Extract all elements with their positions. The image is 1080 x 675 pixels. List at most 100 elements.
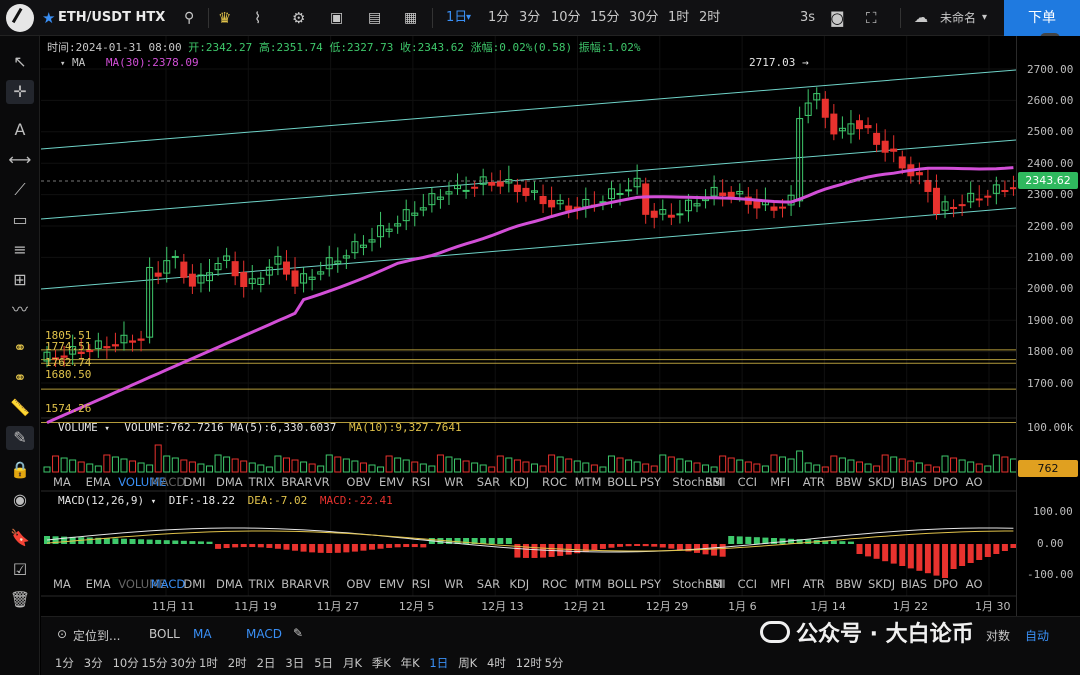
indicator-tab-bbw[interactable]: BBW xyxy=(835,577,863,591)
chart-canvas[interactable] xyxy=(41,36,1016,616)
crosshair-icon[interactable]: ✛ xyxy=(6,80,34,104)
symbol-name[interactable]: ETH/USDT HTX xyxy=(58,10,166,25)
indicator-icon[interactable]: ⌇ xyxy=(254,9,262,27)
interval-2h[interactable]: 2时 xyxy=(699,10,721,25)
interval-1m[interactable]: 1分 xyxy=(488,10,510,25)
indicator-tab-mtm[interactable]: MTM xyxy=(574,577,602,591)
indicator-tab-dma[interactable]: DMA xyxy=(216,475,243,489)
indicator-tab-mfi[interactable]: MFI xyxy=(770,475,791,489)
screenshot-icon[interactable]: ▤ xyxy=(368,10,382,26)
place-order-button[interactable]: 下单 xyxy=(1004,0,1080,36)
parallel-channel-icon[interactable]: ≡ xyxy=(13,240,27,259)
auto-scale-toggle[interactable]: 自动 xyxy=(1025,629,1050,643)
refresh-rate[interactable]: 3s xyxy=(800,10,816,25)
indicator-tab-emv[interactable]: EMV xyxy=(379,577,405,591)
period-button[interactable]: 1分 xyxy=(55,656,74,670)
macd-label[interactable]: MACD(12,26,9) xyxy=(58,494,145,507)
period-button[interactable]: 1时 xyxy=(199,656,218,670)
indicator-tab-sar[interactable]: SAR xyxy=(476,577,501,591)
period-button[interactable]: 周K xyxy=(458,656,478,670)
indicator-tab-ao[interactable]: AO xyxy=(965,577,983,591)
period-button[interactable]: 10分 xyxy=(112,656,139,670)
locate-button[interactable]: 定位到... xyxy=(73,629,121,643)
indicator-tab-vr[interactable]: VR xyxy=(313,475,330,489)
indicator-tab-trix[interactable]: TRIX xyxy=(248,475,275,489)
settings-gear-icon[interactable]: ⚙ xyxy=(292,9,306,27)
trend-line-icon[interactable]: ⟋ xyxy=(14,180,26,199)
log-scale-toggle[interactable]: 对数 xyxy=(986,629,1011,643)
indicator-tab-bias[interactable]: BIAS xyxy=(900,475,928,489)
period-button[interactable]: 30分 xyxy=(170,656,197,670)
period-button[interactable]: 15分 xyxy=(141,656,168,670)
location-pin-icon[interactable]: ⊙ xyxy=(57,627,68,641)
indicator-tab-bbw[interactable]: BBW xyxy=(835,475,863,489)
indicator-tab-roc[interactable]: ROC xyxy=(542,577,568,591)
price-axis[interactable] xyxy=(1016,36,1080,616)
period-button[interactable]: 12时 xyxy=(515,656,542,670)
checklist-icon[interactable]: ☑ xyxy=(12,560,28,579)
ma-tag[interactable]: MA xyxy=(193,627,212,641)
indicator-tab-sar[interactable]: SAR xyxy=(476,475,501,489)
boll-tag[interactable]: BOLL xyxy=(149,627,180,641)
period-button[interactable]: 4时 xyxy=(487,656,506,670)
fullscreen-icon[interactable]: ⛶ xyxy=(866,9,877,27)
interval-1h[interactable]: 1时 xyxy=(668,10,690,25)
indicator-tab-psy[interactable]: PSY xyxy=(639,577,662,591)
camera-icon[interactable]: ◙ xyxy=(830,9,845,27)
chevron-down-icon[interactable]: ▾ xyxy=(466,12,472,23)
indicator-tab-cci[interactable]: CCI xyxy=(737,577,758,591)
period-button[interactable]: 5分 xyxy=(544,656,564,670)
indicator-tab-trix[interactable]: TRIX xyxy=(248,577,275,591)
chevron-down-icon[interactable]: ▾ xyxy=(60,59,66,69)
indicator-tab-dpo[interactable]: DPO xyxy=(933,475,959,489)
period-button[interactable]: 月K xyxy=(343,656,363,670)
eye-icon[interactable]: ◉ xyxy=(13,490,27,509)
text-tool-icon[interactable]: A xyxy=(14,120,26,139)
indicator-tab-ao[interactable]: AO xyxy=(965,475,983,489)
magnet-icon[interactable]: ⚭ xyxy=(13,338,27,357)
indicator-tab-dmi[interactable]: DMI xyxy=(183,475,206,489)
rectangle-icon[interactable]: ▭ xyxy=(12,210,28,229)
volume-label[interactable]: VOLUME xyxy=(58,421,98,434)
pen-icon[interactable]: ✎ xyxy=(6,426,34,450)
indicator-tab-ma[interactable]: MA xyxy=(53,577,71,591)
macd-tag[interactable]: MACD xyxy=(246,627,282,641)
indicator-tab-emv[interactable]: EMV xyxy=(379,475,405,489)
indicator-tab-stochrsi[interactable]: StochRSI xyxy=(672,577,724,591)
indicator-tab-atr[interactable]: ATR xyxy=(802,475,825,489)
indicator-tab-kdj[interactable]: KDJ xyxy=(509,577,530,591)
indicator-tab-obv[interactable]: OBV xyxy=(346,577,371,591)
indicator-tab-roc[interactable]: ROC xyxy=(542,475,568,489)
indicator-tab-psy[interactable]: PSY xyxy=(639,475,662,489)
indicator-tab-macd[interactable]: MACD xyxy=(150,475,186,489)
link-icon[interactable]: ⚭ xyxy=(13,368,27,387)
indicator-tab-dpo[interactable]: DPO xyxy=(933,577,959,591)
indicator-tab-ma[interactable]: MA xyxy=(53,475,71,489)
period-button[interactable]: 年K xyxy=(400,656,420,670)
favorite-star-icon[interactable]: ★ xyxy=(42,9,56,27)
wave-icon[interactable]: 〰 xyxy=(11,300,28,319)
indicator-tab-dma[interactable]: DMA xyxy=(216,577,243,591)
search-icon[interactable]: ⚲ xyxy=(184,10,195,26)
indicator-tab-ema[interactable]: EMA xyxy=(85,577,111,591)
indicator-tab-volume[interactable]: VOLUME xyxy=(118,577,167,591)
period-button[interactable]: 5日 xyxy=(314,656,334,670)
chevron-down-icon[interactable]: ▾ xyxy=(982,12,988,23)
chevron-down-icon[interactable]: ▾ xyxy=(104,424,110,434)
edit-icon[interactable]: ✎ xyxy=(293,626,304,640)
indicator-tab-vr[interactable]: VR xyxy=(313,577,330,591)
indicator-tab-volume[interactable]: VOLUME xyxy=(118,475,167,489)
period-button[interactable]: 3日 xyxy=(285,656,305,670)
indicator-tab-brar[interactable]: BRAR xyxy=(281,475,313,489)
indicator-tab-kdj[interactable]: KDJ xyxy=(509,475,530,489)
indicator-tab-boll[interactable]: BOLL xyxy=(607,475,637,489)
lock-icon[interactable]: 🔒 xyxy=(10,460,30,479)
period-button[interactable]: 2时 xyxy=(227,656,247,670)
interval-15m[interactable]: 15分 xyxy=(590,10,620,25)
indicator-tab-boll[interactable]: BOLL xyxy=(607,577,637,591)
crown-icon[interactable]: ♛ xyxy=(218,9,232,27)
period-button[interactable]: 1日 xyxy=(429,656,449,670)
cursor-arrow-icon[interactable]: ↖ xyxy=(13,52,27,71)
indicator-tab-dmi[interactable]: DMI xyxy=(183,577,206,591)
trash-icon[interactable]: 🗑 xyxy=(9,590,31,609)
